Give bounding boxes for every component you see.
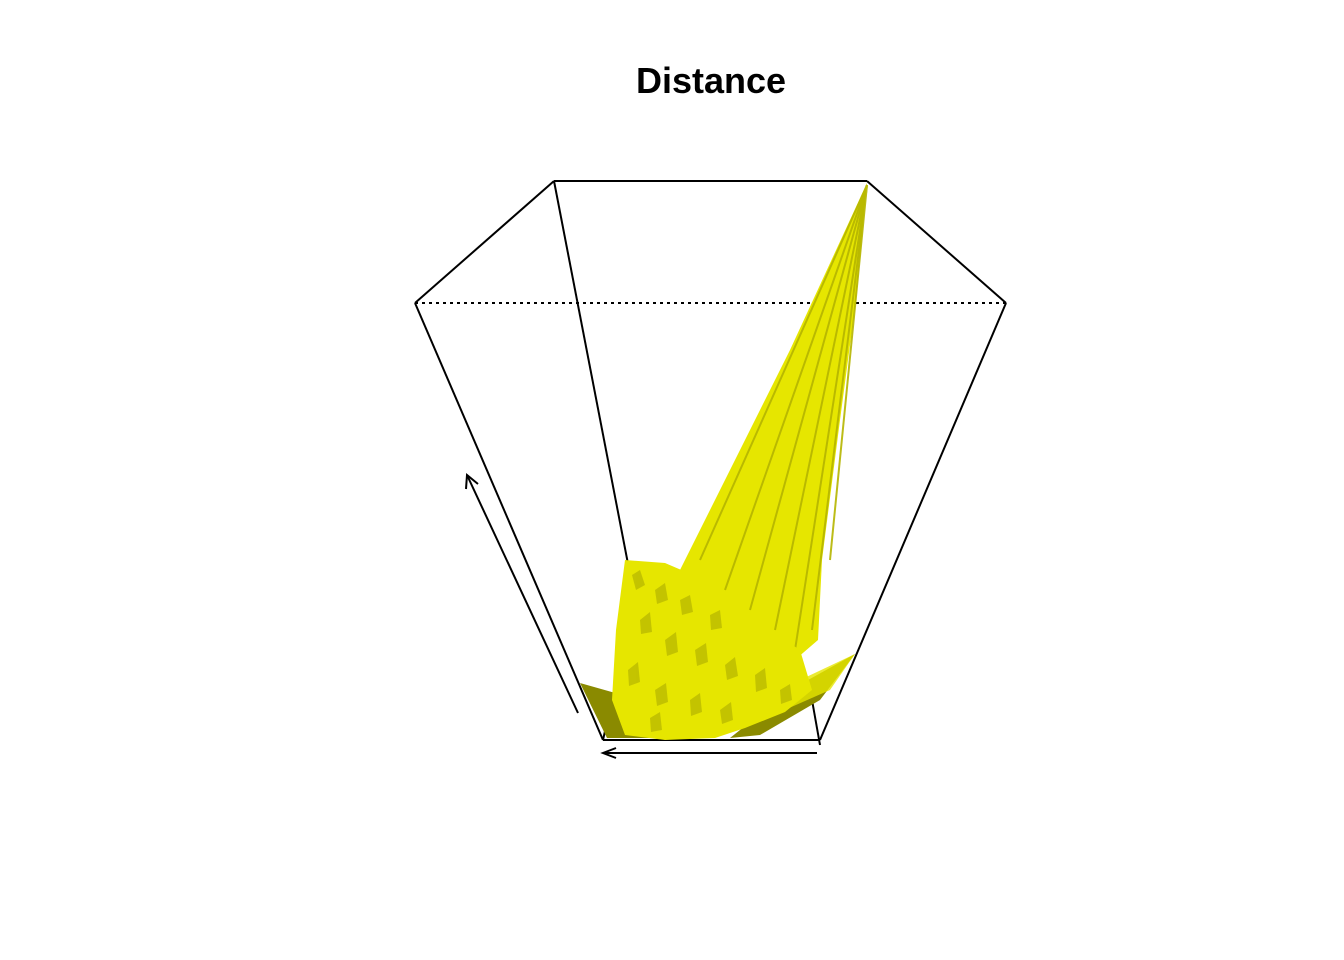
axis-arrowhead-left xyxy=(465,473,479,490)
surface xyxy=(580,183,868,740)
spike-ridges xyxy=(699,184,868,651)
box-edge-vertical-front-right xyxy=(819,302,1007,741)
box-edge-vertical-front-left xyxy=(414,302,604,741)
rough-texture xyxy=(628,570,792,732)
box-edge-bottom-right xyxy=(811,699,821,746)
box-edge-vertical-back-left xyxy=(553,180,630,570)
chart-title: Distance xyxy=(636,60,786,101)
axis-arrowhead-bottom xyxy=(600,747,617,759)
axis-arrow-left xyxy=(466,474,579,714)
axis-arrows xyxy=(465,473,817,759)
box-edge-top-left xyxy=(414,180,555,304)
box-edge-top-right xyxy=(866,180,1007,304)
perspective-box xyxy=(414,180,1007,746)
